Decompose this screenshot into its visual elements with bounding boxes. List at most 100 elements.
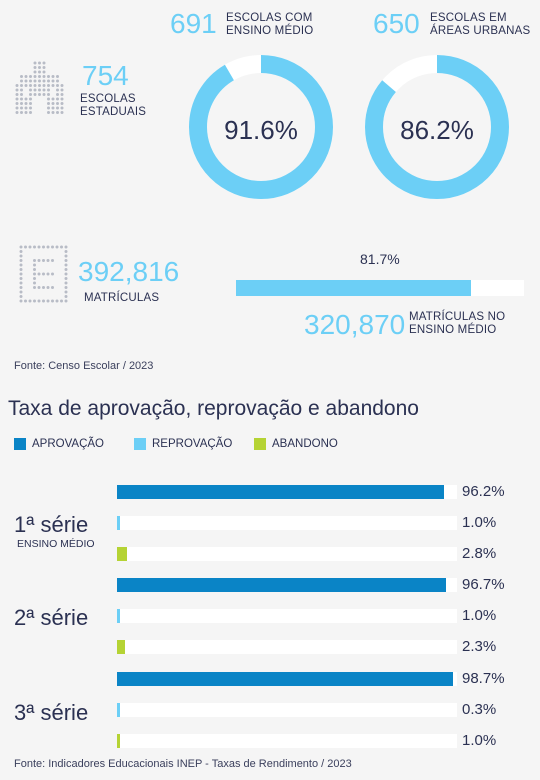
ensino-medio-number: 691 (170, 8, 217, 39)
icon-dot (64, 263, 68, 267)
icon-dot (33, 75, 37, 78)
icon-dot (19, 254, 23, 258)
icon-dot (42, 84, 46, 87)
icon-dot (33, 281, 36, 285)
bar-reprovacao-1 (117, 516, 121, 530)
icon-dot (42, 259, 45, 262)
icon-dot (29, 88, 32, 92)
icon-dot (60, 84, 64, 87)
bar-aprovacao-1 (117, 485, 445, 499)
icon-dot (64, 245, 68, 249)
icon-dot (42, 245, 45, 249)
icon-dot (60, 88, 64, 92)
bar-label-abandono-3: 1.0% (462, 732, 497, 749)
icon-dot (42, 75, 46, 78)
legend-swatch-aprovacao (14, 438, 26, 450)
bar-aprovacao-2 (117, 578, 446, 592)
icon-dot (38, 61, 41, 65)
icon-dot (56, 93, 59, 96)
icon-dot (19, 259, 23, 262)
icon-dot (19, 268, 23, 271)
icon-dot (33, 272, 36, 276)
icon-dot (33, 286, 36, 289)
bar-abandono-3 (117, 734, 121, 748)
icon-dot (15, 84, 19, 87)
bar-abandono-2 (117, 640, 125, 654)
bar-track-abandono-2 (117, 640, 457, 654)
bar-label-abandono-2: 2.3% (462, 638, 497, 655)
bar-label-reprovacao-1: 1.0% (462, 514, 497, 531)
icon-dot (51, 286, 54, 289)
icon-dot (33, 263, 36, 267)
icon-dot (33, 268, 36, 271)
icon-dot (42, 93, 46, 96)
icon-dot (29, 106, 32, 110)
icon-dot (29, 97, 32, 101)
icon-dot (29, 102, 32, 105)
bar-aprovacao-3 (117, 672, 453, 686)
icon-dot (42, 299, 45, 303)
icon-dot (47, 111, 50, 114)
icon-dot (42, 66, 46, 69)
icon-dot (47, 79, 50, 83)
areas-urbanas-number: 650 (373, 8, 420, 39)
icon-dot (33, 79, 37, 83)
icon-dot (51, 259, 54, 262)
icon-dot (37, 299, 41, 303)
icon-dot (24, 97, 28, 101)
icon-dot (38, 88, 41, 92)
icon-dot (42, 70, 46, 74)
icon-dot (15, 111, 19, 114)
icon-dot (56, 97, 59, 101)
icon-dot (46, 299, 50, 303)
icon-dot (47, 84, 50, 87)
bar-track-reprovacao-3 (117, 703, 457, 717)
bar-track-abandono-1 (117, 547, 457, 561)
icon-dot (19, 286, 23, 289)
icon-dot (64, 281, 68, 285)
icon-dot (64, 259, 68, 262)
areas-urbanas-pct: 86.2% (400, 115, 474, 145)
icon-dot (33, 84, 37, 87)
icon-dot (20, 106, 23, 110)
icon-dot (15, 106, 19, 110)
areas-urbanas-label: ESCOLAS EM ÁREAS URBANAS (430, 12, 531, 38)
icon-dot (51, 79, 55, 83)
legend-reprovacao: REPROVAÇÃO (134, 438, 254, 450)
chart-legend: APROVAÇÃO REPROVAÇÃO ABANDONO (14, 438, 374, 450)
icon-dot (19, 281, 23, 285)
matriculas-label: MATRÍCULAS (84, 292, 160, 304)
icon-dot (19, 245, 23, 249)
ensino-medio-ring (189, 55, 333, 199)
icon-dot (29, 111, 32, 114)
icon-dot (42, 79, 46, 83)
icon-dot (29, 84, 32, 87)
icon-dot (64, 286, 68, 289)
icon-dot (33, 299, 36, 303)
icon-dot (56, 102, 59, 105)
icon-dot (20, 97, 23, 101)
icon-dot (33, 88, 37, 92)
icon-dot (38, 66, 41, 69)
icon-dot (42, 272, 45, 276)
icon-dot (51, 272, 54, 276)
icon-dot (38, 93, 41, 96)
icon-dot (15, 93, 19, 96)
icon-dot (56, 79, 59, 83)
matriculas-number: 392,816 (78, 256, 180, 287)
icon-dot (38, 75, 41, 78)
icon-dot (51, 245, 54, 249)
escolas-estaduais-number: 754 (82, 60, 129, 91)
icon-dot (60, 111, 64, 114)
icon-dot (38, 84, 41, 87)
legend-swatch-reprovacao (134, 438, 146, 450)
icon-dot (47, 102, 50, 105)
bar-reprovacao-3 (117, 703, 120, 717)
ensino-medio-ring-arc (189, 55, 333, 199)
icon-dot (47, 97, 50, 101)
category-label-2: 2ª série (14, 605, 89, 630)
matriculas-em-pct: 81.7% (360, 251, 400, 267)
icon-dot (64, 268, 68, 271)
icon-dot (56, 88, 59, 92)
bar-label-abandono-1: 2.8% (462, 545, 497, 562)
